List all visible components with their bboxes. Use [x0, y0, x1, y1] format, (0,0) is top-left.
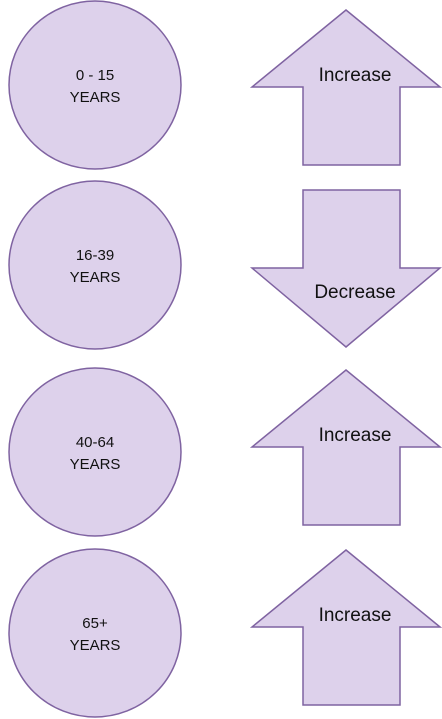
age-label: 40-64 — [76, 434, 114, 451]
age-label: 65+ — [82, 615, 108, 632]
age-circle — [8, 548, 182, 718]
age-circle — [8, 367, 182, 537]
age-label: 16-39 — [76, 247, 114, 264]
age-circle — [8, 0, 182, 170]
age-label: 0 - 15 — [76, 67, 114, 84]
age-label: YEARS — [70, 637, 121, 654]
trend-label: Increase — [319, 605, 392, 626]
trend-arrow — [249, 9, 442, 166]
trend-label: Increase — [319, 65, 392, 86]
trend-label: Decrease — [314, 282, 395, 303]
age-label: YEARS — [70, 89, 121, 106]
trend-label: Increase — [319, 425, 392, 446]
trend-arrow — [249, 369, 442, 526]
trend-arrow — [249, 189, 442, 348]
age-label: YEARS — [70, 456, 121, 473]
trend-arrow — [249, 549, 442, 706]
age-circle — [8, 180, 182, 350]
age-label: YEARS — [70, 269, 121, 286]
